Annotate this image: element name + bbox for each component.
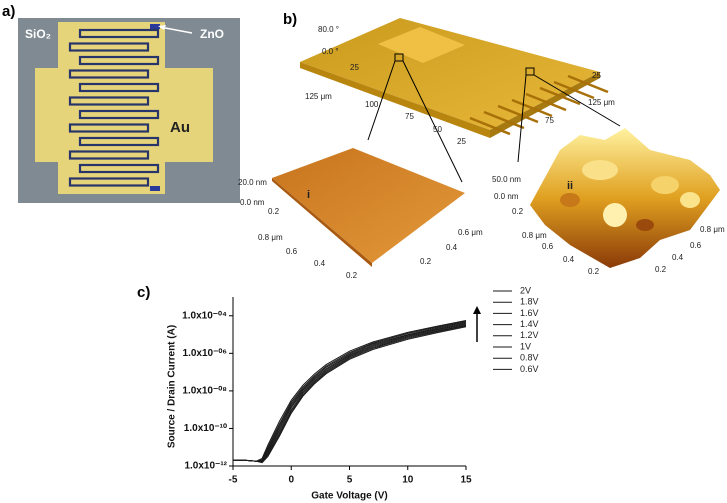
y-tick-label: 1.0x10⁻¹⁰	[184, 423, 227, 434]
axis-label: 25	[457, 137, 466, 146]
axis-label: 75	[545, 116, 554, 125]
electrode-finger	[68, 150, 150, 160]
axis-label: 0.6	[690, 241, 702, 250]
axis-label: 100	[365, 100, 379, 109]
series-line	[233, 323, 467, 463]
series-line	[233, 320, 467, 462]
legend-label: 1V	[520, 341, 531, 351]
axis-label: 0.4	[314, 259, 326, 268]
electrode-finger	[68, 42, 150, 52]
finger	[539, 86, 581, 106]
inset-marker: i	[307, 189, 310, 201]
finger	[511, 98, 553, 118]
electrode-finger	[78, 55, 160, 66]
axis-label: 0.8 μm	[700, 225, 725, 234]
series-line	[233, 321, 467, 462]
electrode-finger	[78, 163, 160, 174]
electrode-finger	[68, 96, 150, 106]
axis-label: 0.6	[286, 247, 298, 256]
legend-label: 1.6V	[520, 308, 539, 318]
axis-label: 0.6	[542, 242, 554, 251]
electrode-finger	[68, 123, 150, 133]
axis-label: 0.2	[420, 257, 432, 266]
axis-label: 0.8 μm	[258, 233, 283, 242]
y-axis-title: Source / Drain Current (A)	[167, 325, 178, 448]
finger	[483, 110, 525, 130]
panel-label: b)	[283, 11, 297, 28]
y-tick-label: 1.0x10⁻⁰⁶	[183, 348, 227, 359]
electrode-finger	[68, 177, 150, 187]
image-label: SiO₂	[25, 27, 51, 41]
afm-main	[300, 18, 621, 183]
panel-label: c)	[137, 284, 150, 301]
legend-label: 2V	[520, 285, 531, 295]
axis-label: 25	[350, 63, 359, 72]
axis-label: 0.2	[268, 207, 280, 216]
legend-label: 0.6V	[520, 364, 539, 374]
series-line	[233, 322, 467, 462]
axis-label: 0.4	[446, 243, 458, 252]
axis-label: 0.8 μm	[522, 231, 547, 240]
x-tick-label: 0	[288, 475, 294, 486]
axis-label: 125 μm	[305, 92, 332, 101]
x-tick-label: 15	[460, 475, 472, 486]
axis-label: 0.0 nm	[240, 198, 265, 207]
axis-label: 0.4	[672, 253, 684, 262]
electrode-finger	[78, 82, 160, 93]
afm-inset-ii	[530, 128, 720, 268]
series-line	[233, 324, 467, 463]
image-label: Au	[170, 119, 190, 136]
axis-label: 50	[433, 125, 442, 134]
axis-label: 0.2	[346, 271, 358, 280]
axis-label: 0.0 nm	[494, 192, 519, 201]
axis-label: 50.0 nm	[492, 175, 521, 184]
electrode-finger	[68, 69, 150, 79]
x-tick-label: -5	[229, 475, 238, 486]
series-line	[233, 320, 467, 462]
micrograph	[18, 18, 240, 203]
axis-label: 0.2	[588, 267, 600, 276]
axis-label: 0.4	[563, 255, 575, 264]
axis-label: 125 μm	[588, 98, 615, 107]
axis-label: 0.6 μm	[458, 228, 483, 237]
axis-label: 80.0 °	[318, 25, 339, 34]
axis-label: 0.2	[512, 207, 524, 216]
finger	[525, 92, 567, 112]
finger	[567, 74, 609, 94]
electrode-finger	[78, 28, 160, 39]
finger	[497, 104, 539, 124]
axis-label: 0.0 °	[322, 47, 339, 56]
electrode-finger	[78, 136, 160, 147]
y-tick-label: 1.0x10⁻¹²	[184, 461, 227, 472]
image-label: ZnO	[200, 27, 224, 41]
legend-label: 0.8V	[520, 353, 539, 363]
axis-label: 0.2	[655, 265, 667, 274]
y-tick-label: 1.0x10⁻⁰⁸	[182, 386, 227, 397]
electrode-finger	[78, 109, 160, 120]
x-tick-label: 5	[347, 475, 353, 486]
finger	[553, 80, 595, 100]
inset-marker: ii	[567, 180, 573, 192]
x-axis-title: Gate Voltage (V)	[311, 491, 388, 502]
series-line	[233, 325, 467, 463]
finger	[469, 116, 511, 136]
arrow-head	[473, 306, 481, 314]
series-line	[233, 326, 467, 464]
legend-label: 1.8V	[520, 297, 539, 307]
axis-label: 25	[592, 71, 601, 80]
axis-label: 20.0 nm	[238, 178, 267, 187]
legend-label: 1.2V	[520, 330, 539, 340]
afm-inset-i	[272, 148, 465, 267]
axis-label: 75	[405, 112, 414, 121]
panel-label: a)	[2, 3, 15, 20]
legend-label: 1.4V	[520, 319, 539, 329]
x-tick-label: 10	[402, 475, 414, 486]
y-tick-label: 1.0x10⁻⁰⁴	[182, 310, 227, 321]
